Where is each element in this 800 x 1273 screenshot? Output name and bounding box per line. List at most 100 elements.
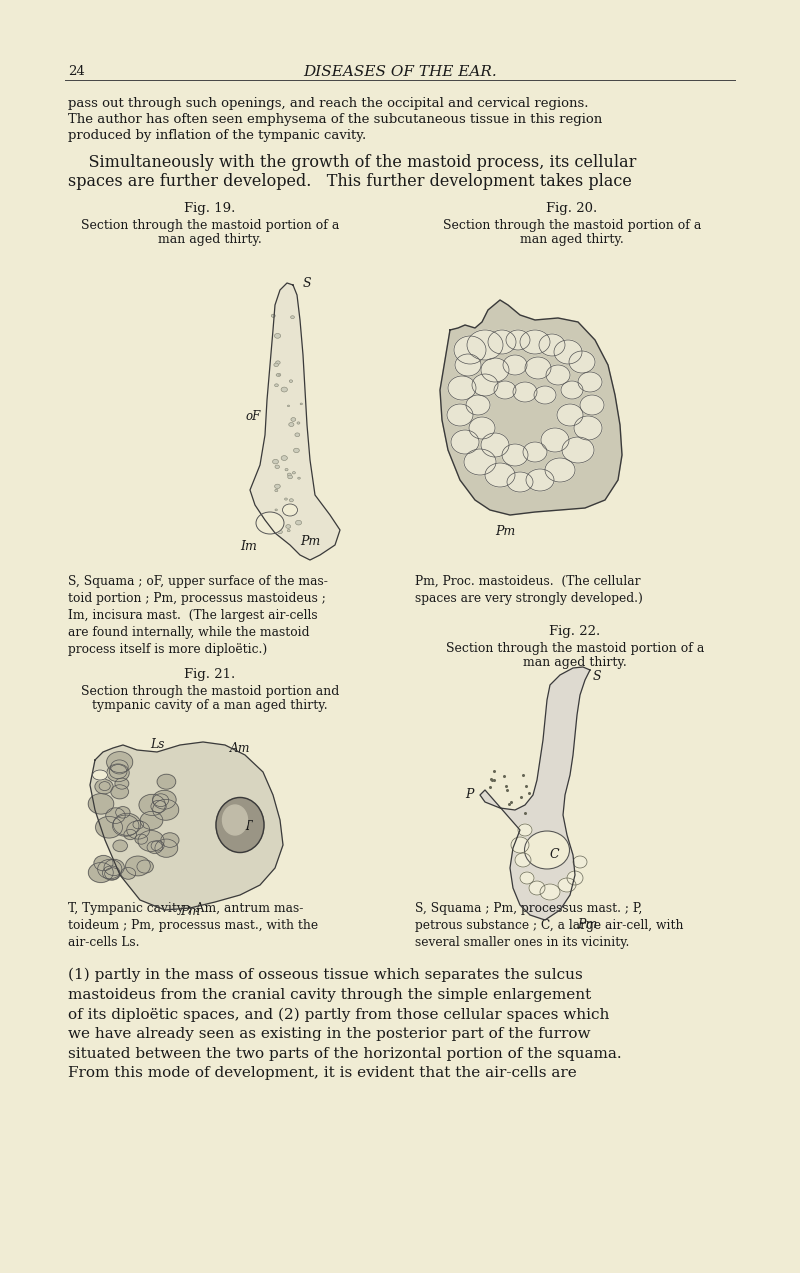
Ellipse shape: [111, 784, 129, 799]
Ellipse shape: [467, 330, 503, 360]
Ellipse shape: [520, 330, 550, 354]
Ellipse shape: [277, 373, 281, 377]
Text: Fig. 22.: Fig. 22.: [550, 625, 601, 638]
Ellipse shape: [567, 871, 583, 885]
Ellipse shape: [290, 379, 293, 382]
Ellipse shape: [518, 824, 532, 836]
Ellipse shape: [455, 354, 481, 376]
Ellipse shape: [481, 358, 509, 382]
Text: Am: Am: [230, 742, 250, 755]
Text: Simultaneously with the growth of the mastoid process, its cellular: Simultaneously with the growth of the ma…: [68, 154, 636, 171]
Ellipse shape: [287, 474, 291, 476]
Ellipse shape: [561, 381, 583, 398]
Ellipse shape: [539, 334, 565, 356]
Ellipse shape: [115, 778, 129, 789]
Ellipse shape: [110, 760, 128, 774]
Ellipse shape: [137, 861, 154, 873]
Text: pass out through such openings, and reach the occipital and cervical regions.: pass out through such openings, and reac…: [68, 97, 589, 109]
Text: Section through the mastoid portion of a: Section through the mastoid portion of a: [81, 219, 339, 232]
Ellipse shape: [573, 855, 587, 868]
Ellipse shape: [469, 418, 495, 439]
Ellipse shape: [153, 799, 178, 820]
Text: Section through the mastoid portion and: Section through the mastoid portion and: [81, 685, 339, 698]
Text: S: S: [593, 670, 602, 684]
Ellipse shape: [502, 444, 528, 466]
Ellipse shape: [274, 384, 278, 387]
Ellipse shape: [454, 336, 486, 364]
Text: S, Squama ; oF, upper surface of the mas-
toid portion ; Pm, processus mastoideu: S, Squama ; oF, upper surface of the mas…: [68, 575, 328, 656]
Ellipse shape: [126, 821, 150, 839]
Text: Im: Im: [240, 540, 257, 552]
Ellipse shape: [96, 816, 122, 838]
Ellipse shape: [274, 484, 280, 489]
Ellipse shape: [157, 774, 176, 789]
Ellipse shape: [300, 404, 302, 405]
Ellipse shape: [95, 779, 113, 794]
Ellipse shape: [558, 878, 576, 892]
Ellipse shape: [520, 872, 534, 883]
Ellipse shape: [155, 839, 178, 857]
Ellipse shape: [541, 428, 569, 452]
Ellipse shape: [281, 456, 287, 461]
Ellipse shape: [135, 834, 147, 844]
Polygon shape: [440, 300, 622, 516]
Ellipse shape: [485, 463, 515, 488]
Ellipse shape: [107, 764, 129, 782]
Ellipse shape: [88, 793, 114, 813]
Text: C: C: [550, 848, 560, 861]
Ellipse shape: [488, 330, 516, 354]
Ellipse shape: [481, 433, 509, 457]
Ellipse shape: [106, 808, 126, 824]
Ellipse shape: [545, 458, 575, 482]
Ellipse shape: [153, 791, 176, 810]
Ellipse shape: [295, 521, 302, 524]
Ellipse shape: [275, 489, 278, 491]
Text: Fig. 21.: Fig. 21.: [184, 668, 236, 681]
Ellipse shape: [529, 881, 545, 895]
Ellipse shape: [286, 524, 290, 528]
Polygon shape: [90, 742, 283, 910]
Ellipse shape: [106, 751, 133, 773]
Ellipse shape: [285, 498, 287, 500]
Text: man aged thirty.: man aged thirty.: [158, 233, 262, 246]
Text: S, Squama ; Pm, processus mast. ; P,
petrous substance ; C, a large air-cell, wi: S, Squama ; Pm, processus mast. ; P, pet…: [415, 903, 683, 948]
Ellipse shape: [525, 831, 570, 869]
Ellipse shape: [546, 365, 570, 384]
Ellipse shape: [562, 437, 594, 463]
Ellipse shape: [271, 314, 275, 317]
Text: tympanic cavity of a man aged thirty.: tympanic cavity of a man aged thirty.: [92, 699, 328, 712]
Text: Pm: Pm: [180, 905, 200, 918]
Text: oF: oF: [245, 410, 260, 423]
Ellipse shape: [297, 421, 300, 424]
Text: Pm: Pm: [300, 535, 320, 547]
Ellipse shape: [515, 853, 531, 867]
Ellipse shape: [494, 381, 516, 398]
Text: produced by inflation of the tympanic cavity.: produced by inflation of the tympanic ca…: [68, 129, 366, 143]
Ellipse shape: [275, 509, 278, 510]
Ellipse shape: [94, 855, 113, 871]
Ellipse shape: [289, 423, 294, 426]
Ellipse shape: [513, 382, 537, 402]
Ellipse shape: [557, 404, 583, 426]
Text: Fig. 19.: Fig. 19.: [184, 202, 236, 215]
Text: (1) partly in the mass of osseous tissue which separates the sulcus
mastoideus f: (1) partly in the mass of osseous tissue…: [68, 967, 622, 1081]
Ellipse shape: [273, 460, 278, 463]
Ellipse shape: [290, 316, 294, 318]
Ellipse shape: [294, 448, 299, 453]
Ellipse shape: [151, 840, 164, 852]
Text: T, Tympanic cavity ; Am, antrum mas-
toideum ; Pm, processus mast., with the
air: T, Tympanic cavity ; Am, antrum mas- toi…: [68, 903, 318, 948]
Ellipse shape: [113, 815, 139, 836]
Polygon shape: [480, 667, 590, 920]
Ellipse shape: [288, 475, 293, 479]
Ellipse shape: [293, 471, 295, 474]
Ellipse shape: [89, 863, 114, 882]
Ellipse shape: [569, 351, 595, 373]
Text: The author has often seen emphysema of the subcutaneous tissue in this region: The author has often seen emphysema of t…: [68, 113, 602, 126]
Ellipse shape: [151, 801, 166, 812]
Ellipse shape: [578, 372, 602, 392]
Ellipse shape: [525, 356, 551, 379]
Ellipse shape: [110, 765, 127, 779]
Ellipse shape: [526, 468, 554, 491]
Ellipse shape: [140, 811, 163, 830]
Ellipse shape: [511, 838, 529, 853]
